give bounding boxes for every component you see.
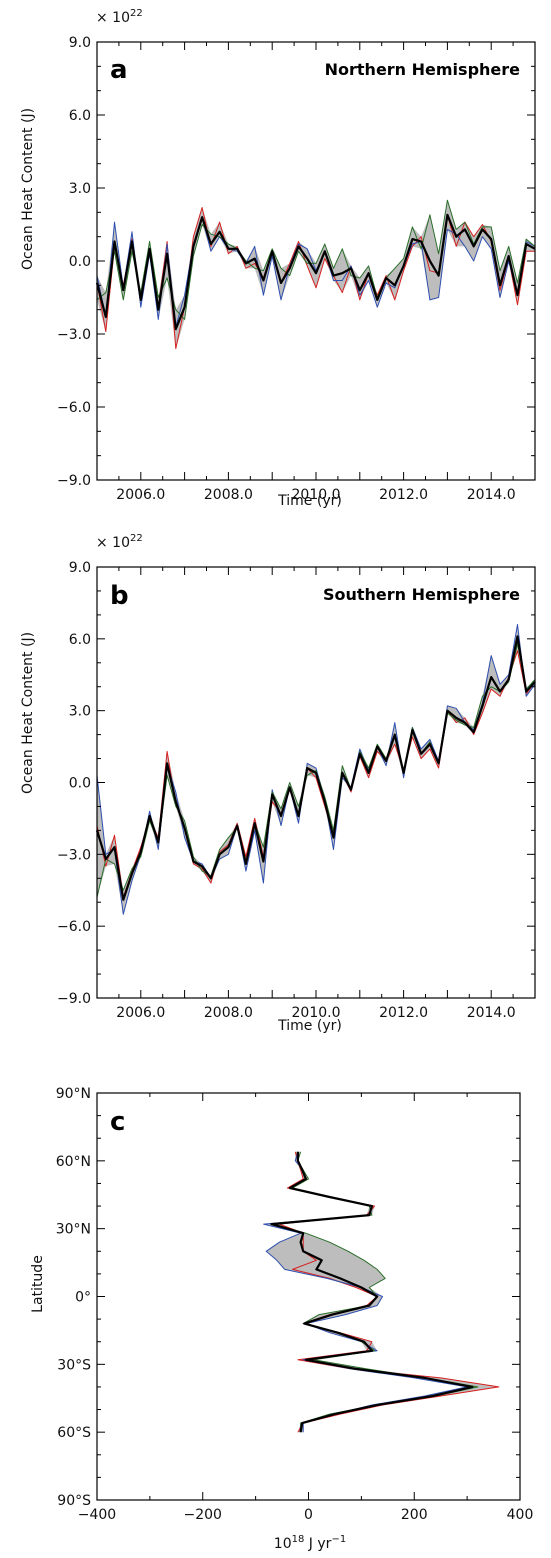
panel-a-spread-band xyxy=(97,200,535,349)
panel-a-series-line-3 xyxy=(96,199,536,320)
panel-b-scale-note: × 1022 xyxy=(96,533,143,551)
panel-a-y-tick-label: 3.0 xyxy=(69,181,91,197)
panel-a-northern-hemisphere: 2006.0 2008.0 2010.0 2012.0 2014.0 −9.0 −6.0 −3… xyxy=(20,8,536,509)
panel-c-y-tick-label: 60°N xyxy=(56,1154,91,1170)
panel-b-title: Southern Hemisphere xyxy=(323,585,520,604)
panel-c-y-tick-label: 90°S xyxy=(57,1493,91,1509)
panel-a-letter: a xyxy=(110,55,128,85)
panel-a-x-tick-label: 2012.0 xyxy=(379,487,428,503)
panel-c-x-label-base: 10 xyxy=(274,1536,292,1552)
panel-a-title: Northern Hemisphere xyxy=(325,60,521,79)
panel-b-axes-frame xyxy=(96,566,536,999)
panel-b-series-line-2 xyxy=(96,624,536,915)
panel-b-series-line-3 xyxy=(96,643,536,898)
panel-c-y-tick-label: 60°S xyxy=(57,1425,91,1441)
panel-c-x-tick-label: 200 xyxy=(401,1507,428,1523)
panel-b-series-line-4 xyxy=(95,635,536,901)
panel-b-y-tick-label: −9.0 xyxy=(57,991,91,1007)
panel-c-plot-area: −400 −200 0 200 400 90°N 60°N 30°N 0° 30°S 60°S 90°… xyxy=(56,1086,534,1523)
panel-a-y-tick-label: −9.0 xyxy=(57,473,91,489)
panel-c-y-tick-label: 30°N xyxy=(56,1222,91,1238)
panel-b-y-tick-label: 9.0 xyxy=(69,560,91,576)
panel-b-y-tick-label: 3.0 xyxy=(69,704,91,720)
panel-a-scale-exponent: 22 xyxy=(130,8,143,19)
panel-a-y-tick-label: 6.0 xyxy=(69,108,91,124)
panel-c-axes-frame xyxy=(96,1092,521,1501)
panel-b-x-tick-label: 2006.0 xyxy=(116,1005,165,1021)
panel-b-y-tick-label: −6.0 xyxy=(57,919,91,935)
panel-b-southern-hemisphere: 2006.0 2008.0 2010.0 2012.0 2014.0 −9.0 −6.0 −3… xyxy=(20,533,536,1034)
panel-a-scale-base: × 10 xyxy=(96,10,130,26)
panel-c-x-tick-label: 400 xyxy=(507,1507,534,1523)
panel-c-letter: c xyxy=(110,1107,125,1137)
panel-a-y-tick-label: −6.0 xyxy=(57,400,91,416)
panel-b-series-line-1 xyxy=(96,650,536,898)
panel-a-x-tick-label: 2006.0 xyxy=(116,487,165,503)
panel-a-plot-area: 2006.0 2008.0 2010.0 2012.0 2014.0 −9.0 −6.0 −3… xyxy=(57,35,536,503)
panel-b-y-tick-label: 0.0 xyxy=(69,776,91,792)
panel-b-y-tick-label: 6.0 xyxy=(69,632,91,648)
panel-c-x-label-unit-exponent: −1 xyxy=(331,1534,346,1545)
panel-b-x-tick-label: 2014.0 xyxy=(467,1005,516,1021)
panel-a-y-axis-label: Ocean Heat Content (J) xyxy=(20,108,36,270)
panel-a-x-tick-label: 2010.0 xyxy=(292,487,341,503)
panel-c-y-tick-label: 90°N xyxy=(56,1086,91,1102)
panel-a-y-tick-label: −3.0 xyxy=(57,327,91,343)
panel-c-x-label-exponent: 18 xyxy=(292,1534,305,1545)
panel-b-x-tick-label: 2010.0 xyxy=(292,1005,341,1021)
panel-c-x-tick-label: −400 xyxy=(78,1507,116,1523)
panel-c-x-tick-label: 0 xyxy=(304,1507,313,1523)
panel-a-scale-note: × 1022 xyxy=(96,8,143,26)
panel-a-y-tick-label: 0.0 xyxy=(69,254,91,270)
panel-a-x-tick-label: 2008.0 xyxy=(204,487,253,503)
panel-b-scale-exponent: 22 xyxy=(130,533,143,544)
panel-a-y-tick-label: 9.0 xyxy=(69,35,91,51)
panel-b-x-tick-label: 2012.0 xyxy=(379,1005,428,1021)
panel-b-letter: b xyxy=(110,581,129,611)
panel-a-x-axis-label: Time (yr) xyxy=(277,493,342,509)
panel-a-axes-frame xyxy=(96,41,536,481)
panel-c-y-tick-label: 0° xyxy=(75,1290,91,1306)
panel-c-y-axis-label: Latitude xyxy=(30,1255,46,1313)
panel-b-y-axis-label: Ocean Heat Content (J) xyxy=(20,632,36,794)
panel-c-series-line-2 xyxy=(263,1151,468,1433)
panel-b-scale-base: × 10 xyxy=(96,535,130,551)
panel-c-y-tick-label: 30°S xyxy=(57,1357,91,1373)
panel-c-x-axis-label: 1018 J yr−1 xyxy=(274,1534,346,1552)
panel-c-x-label-unit: J yr xyxy=(304,1536,331,1552)
panel-c-latitude-profile: −400 −200 0 200 400 90°N 60°N 30°N 0° 30°S 60°S 90°… xyxy=(30,1086,533,1552)
panel-c-x-tick-label: −200 xyxy=(184,1507,222,1523)
panel-c-series-line-4 xyxy=(270,1151,474,1433)
panel-b-x-axis-label: Time (yr) xyxy=(277,1018,342,1034)
panel-b-x-tick-label: 2008.0 xyxy=(204,1005,253,1021)
panel-a-series-line-4 xyxy=(95,213,536,331)
panel-b-plot-area: 2006.0 2008.0 2010.0 2012.0 2014.0 −9.0 −6.0 −3… xyxy=(57,560,536,1021)
panel-a-x-tick-label: 2014.0 xyxy=(467,487,516,503)
panel-b-y-tick-label: −3.0 xyxy=(57,847,91,863)
